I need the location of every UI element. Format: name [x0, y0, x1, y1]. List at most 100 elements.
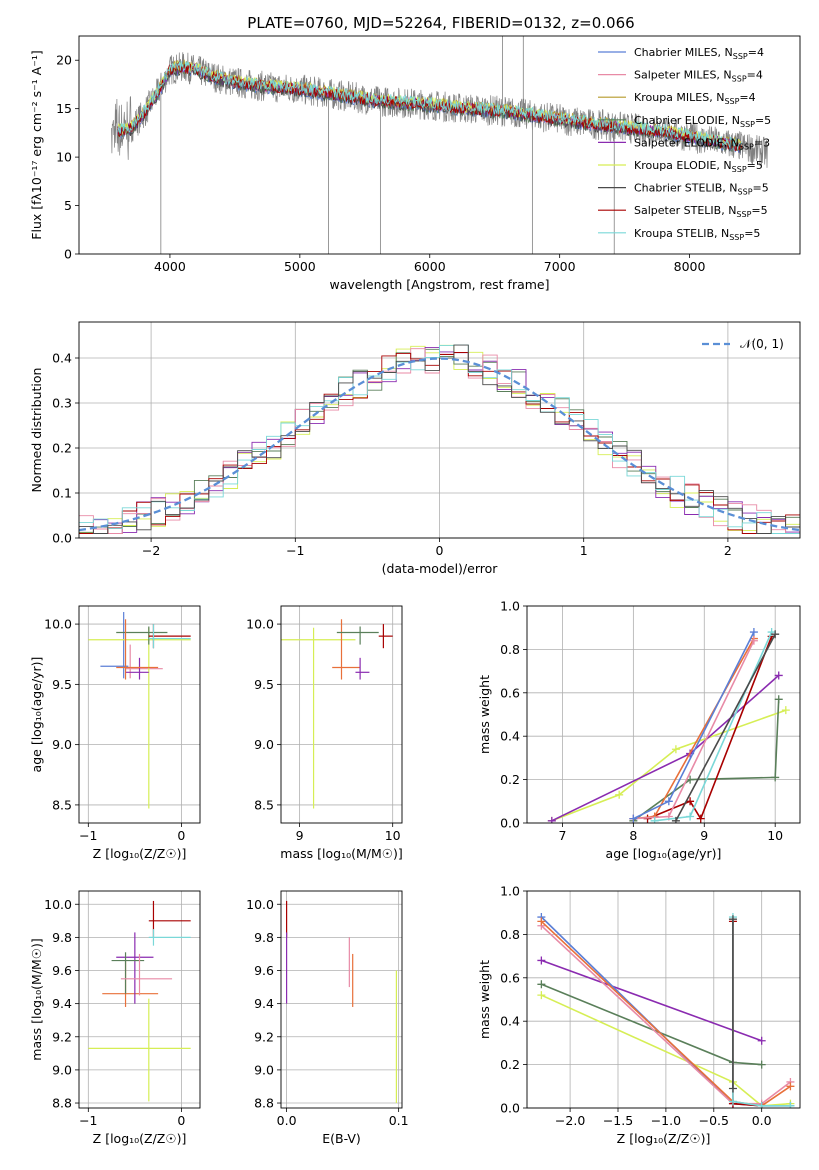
y-tick-label: 9.8 [254, 930, 274, 945]
legend-subscript: SSP [729, 233, 744, 242]
x-tick-label: −1.5 [603, 1113, 633, 1128]
gaussian-curve [79, 357, 800, 532]
marker-chabrier_stelib [771, 630, 780, 639]
legend-count: =5 [753, 182, 769, 195]
legend-label-salpeter_elodie: Salpeter ELODIE, NSSP=3 [634, 136, 770, 151]
x-tick-label: 9 [700, 828, 708, 843]
marker-salpeter_elodie [774, 671, 783, 680]
y-tick-label: 9.0 [52, 737, 72, 752]
y-axis-label: mass weight [477, 960, 492, 1039]
plot-area [88, 900, 191, 1102]
x-tick-label: 9 [296, 828, 304, 843]
axes-frame [526, 890, 801, 1109]
axes-frame [78, 890, 201, 1109]
marker-kroupa_stelib [650, 816, 659, 823]
y-tick-label: 9.2 [254, 1029, 274, 1044]
axes-frame [280, 890, 403, 1109]
x-tick-label: 10 [767, 828, 783, 843]
y-axis-label: mass weight [477, 675, 492, 754]
x-tick-label: −1 [286, 543, 304, 558]
legend-subscript: SSP [736, 210, 751, 219]
legend-subscript: SSP [724, 97, 739, 106]
series-line-kroupa_elodie [551, 709, 787, 822]
y-tick-label: 0.0 [500, 1101, 520, 1116]
x-tick-label: 0 [177, 1113, 185, 1128]
legend-subscript: SSP [733, 52, 748, 61]
legend-count: =5 [755, 114, 771, 127]
legend-subscript: SSP [732, 165, 747, 174]
y-tick-label: 0.0 [500, 816, 520, 831]
y-tick-label: 10 [56, 150, 72, 165]
y-tick-label: 1.0 [500, 884, 520, 899]
legend-label-kroupa_stelib: Kroupa STELIB, NSSP=5 [634, 227, 760, 242]
legend-count: =5 [744, 227, 760, 240]
legend-count: =4 [747, 69, 763, 82]
series-line-salpeter_stelib [647, 636, 773, 821]
panel-age_vs_mass: 9 10 8.5 9.0 9.5 10.0 mass [log₁₀(M/M☉)] [246, 605, 403, 861]
marker-chabrier_stelib [671, 816, 680, 823]
panel-mass_vs_Z: −1 0 8.8 9.0 9.2 9.4 9.6 9.8 10.0 Z [log₁₀(Z/Z☉)]… [29, 890, 201, 1146]
y-tick-label: 9.5 [52, 677, 72, 692]
x-axis-label: E(B-V) [322, 1131, 361, 1146]
x-tick-label: −0.5 [699, 1113, 729, 1128]
x-tick-label: 7000 [544, 259, 576, 274]
y-axis-label: Flux [fλ10⁻¹⁷ erg cm⁻² s⁻¹ A⁻¹] [29, 50, 44, 239]
plot-area [547, 628, 790, 823]
marker-chabrier_elodie [757, 1060, 766, 1069]
x-axis-label: mass [log₁₀(M/M☉)] [280, 846, 402, 861]
y-axis-label: mass [log₁₀(M/M☉)] [29, 938, 44, 1060]
legend-count: =5 [747, 159, 763, 172]
y-tick-label: 9.8 [52, 930, 72, 945]
plot-area [281, 619, 393, 809]
marker-chabrier_miles [629, 814, 638, 823]
model-kroupa_stelib [117, 60, 742, 150]
x-tick-label: 0.1 [389, 1113, 409, 1128]
axes-frame [78, 35, 801, 255]
x-axis-label: (data-model)/error [382, 561, 499, 576]
marker-kroupa_elodie [671, 745, 680, 754]
y-tick-label: 8.8 [52, 1096, 72, 1111]
series-line-chabrier_miles [633, 631, 755, 820]
y-tick-label: 9.0 [254, 1062, 274, 1077]
x-tick-label: 5000 [284, 259, 316, 274]
legend-label-chabrier_elodie: Chabrier ELODIE, NSSP=5 [634, 114, 771, 129]
y-tick-label: 8.5 [52, 797, 72, 812]
x-tick-label: 0 [177, 828, 185, 843]
marker-chabrier_elodie [774, 695, 783, 704]
plot-area [79, 344, 800, 534]
x-tick-label: 7 [558, 828, 566, 843]
legend-label-chabrier_miles: Chabrier MILES, NSSP=4 [634, 46, 764, 61]
plot-area [111, 36, 768, 254]
x-axis-label: Z [log₁₀(Z/Z☉)] [93, 1131, 187, 1146]
legend-label-kroupa_elodie: Kroupa ELODIE, NSSP=5 [634, 159, 763, 174]
x-tick-label: 2 [724, 543, 732, 558]
legend-subscript: SSP [738, 188, 753, 197]
y-tick-label: 0.1 [52, 486, 72, 501]
x-tick-label: 0.0 [752, 1113, 772, 1128]
marker-chabrier_elodie [537, 980, 546, 989]
y-tick-label: 15 [56, 101, 72, 116]
marker-kroupa_elodie [615, 790, 624, 799]
x-axis-label: Z [log₁₀(Z/Z☉)] [617, 1131, 711, 1146]
series-line-chabrier_stelib [675, 633, 776, 822]
y-axis-label: age [log₁₀(age/yr)] [29, 657, 44, 773]
marker-chabrier_stelib [728, 915, 737, 924]
y-tick-label: 5 [64, 198, 72, 213]
y-tick-label: 9.5 [254, 677, 274, 692]
y-tick-label: 0 [64, 247, 72, 262]
y-tick-label: 0.2 [500, 1057, 520, 1072]
y-tick-label: 9.6 [254, 963, 274, 978]
plot-area [537, 913, 795, 1108]
x-tick-label: −2 [142, 543, 160, 558]
x-tick-label: 6000 [414, 259, 446, 274]
panel-mass_vs_ebv: 0.0 0.1 8.8 9.0 9.2 9.4 9.6 9.8 10.0 E(B-V) [246, 890, 409, 1146]
y-tick-label: 0.4 [500, 729, 520, 744]
axes-frame [526, 605, 801, 824]
y-tick-label: 0.2 [52, 441, 72, 456]
legend-count: =5 [751, 204, 767, 217]
y-tick-label: 20 [56, 53, 72, 68]
y-tick-label: 8.5 [254, 797, 274, 812]
x-tick-label: 8000 [674, 259, 706, 274]
axes-frame [78, 321, 801, 539]
